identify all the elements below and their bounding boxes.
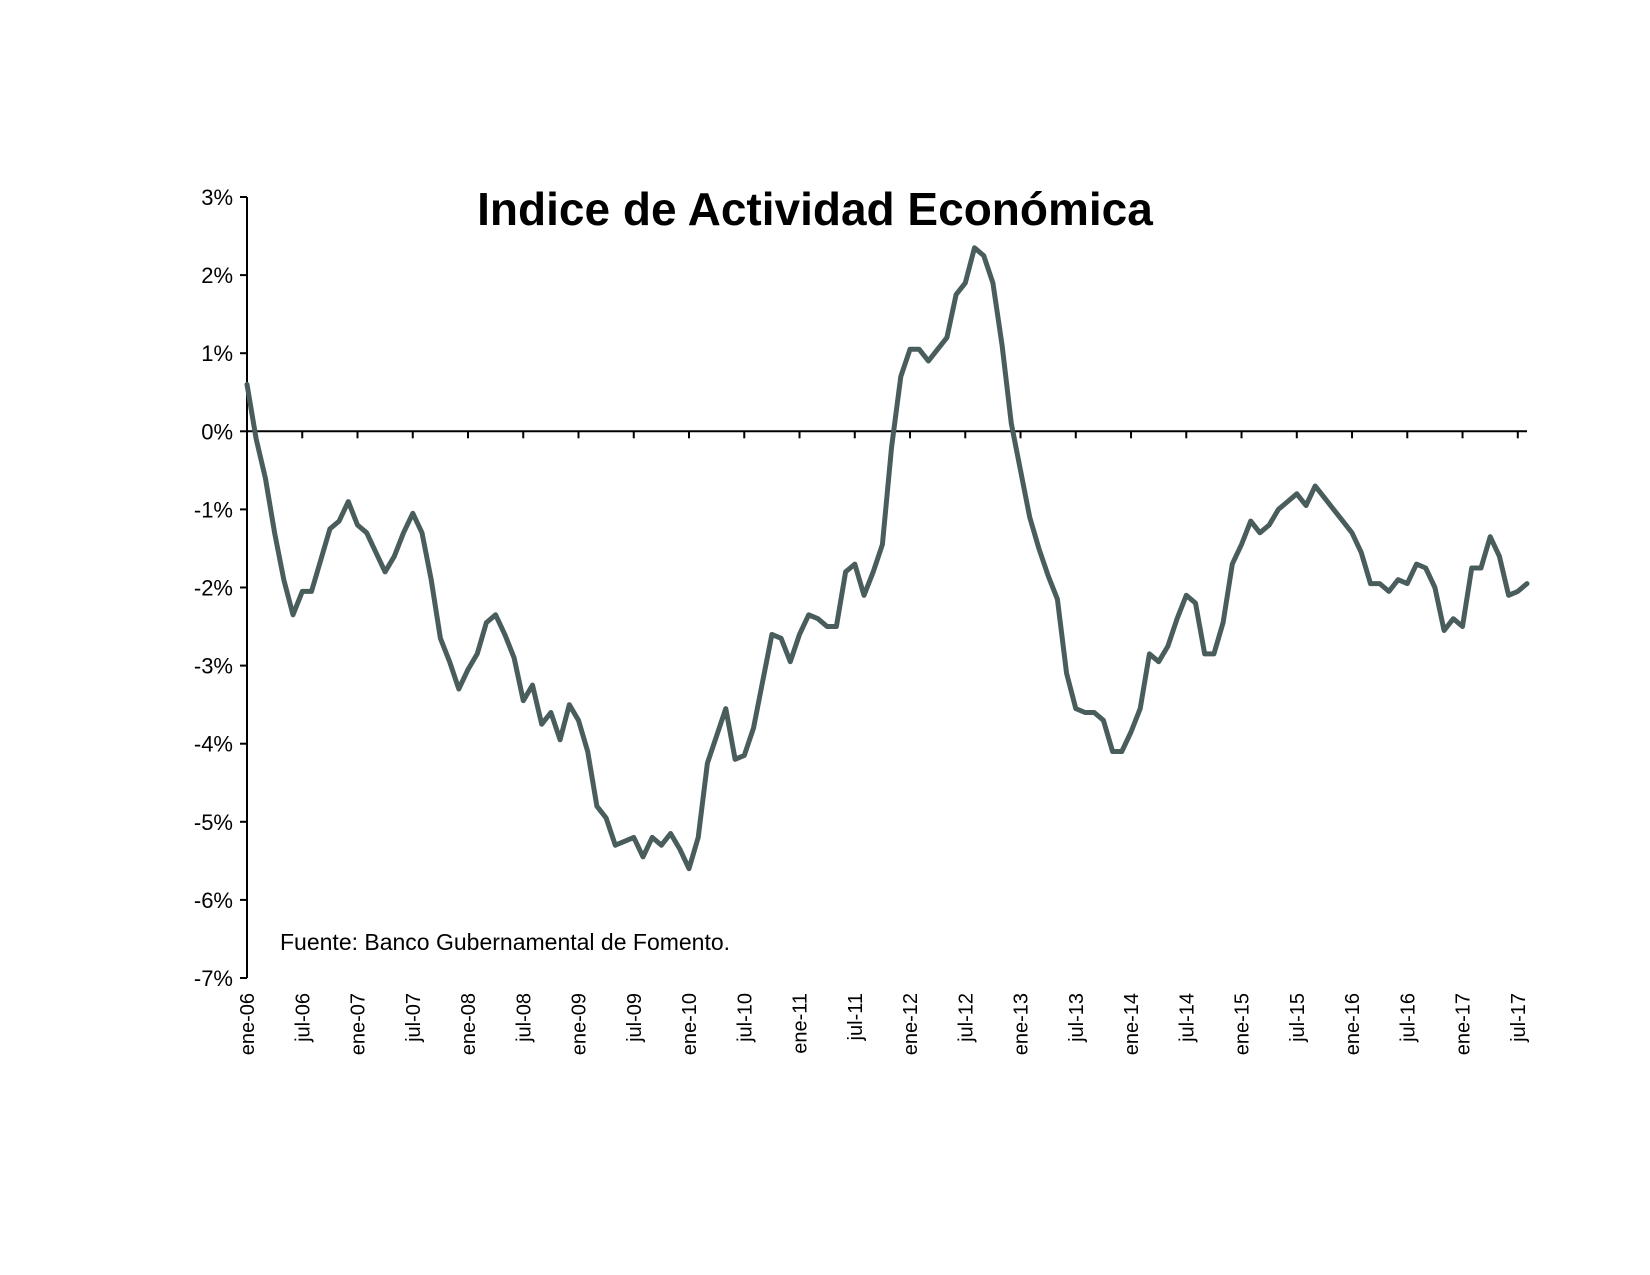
y-tick-label: 2% [201, 263, 233, 288]
y-tick-label: -5% [194, 810, 233, 835]
x-tick-label: ene-08 [458, 993, 480, 1055]
chart-title: Indice de Actividad Económica [477, 183, 1153, 235]
x-tick-label: jul-17 [1508, 993, 1530, 1043]
series-line [244, 245, 1530, 872]
x-tick-label: ene-17 [1453, 993, 1475, 1055]
y-axis: 3% 2% 1% 0% -1% -2% -3% -4% -5% -6% -7% [194, 185, 248, 991]
x-tick-label: jul-11 [845, 993, 867, 1041]
x-tick-label: ene-10 [679, 993, 701, 1055]
y-tick-label: 0% [201, 419, 233, 444]
x-tick-label: ene-09 [569, 993, 591, 1055]
y-tick-label: -1% [194, 497, 233, 522]
x-tick-label: ene-13 [1011, 993, 1033, 1055]
x-tick-label: jul-14 [1176, 993, 1198, 1043]
x-tick-label: jul-16 [1397, 993, 1419, 1043]
x-tick-label: jul-08 [513, 993, 535, 1043]
x-tick-label: ene-07 [348, 993, 370, 1055]
source-note: Fuente: Banco Gubernamental de Fomento. [280, 929, 730, 955]
x-tick-label: ene-12 [900, 993, 922, 1055]
x-tick-label: jul-09 [624, 993, 646, 1043]
x-tick-label: jul-07 [403, 993, 425, 1043]
x-tick-label: jul-13 [1066, 993, 1088, 1043]
x-tick-label: ene-11 [790, 993, 812, 1054]
y-tick-label: 3% [201, 185, 233, 210]
x-tick-label: ene-16 [1342, 993, 1364, 1055]
y-tick-label: -3% [194, 654, 233, 679]
y-tick-label: -2% [194, 576, 233, 601]
x-axis: ene-06 jul-06 ene-07 jul-07 ene-08 jul-08 ene-… [237, 430, 1530, 1055]
x-tick-label: jul-10 [734, 993, 756, 1043]
x-tick-label: ene-15 [1232, 993, 1254, 1055]
x-tick-label: jul-06 [292, 993, 314, 1043]
series-group [244, 245, 1530, 872]
x-tick-label: ene-14 [1121, 993, 1143, 1055]
x-tick-label: jul-12 [955, 993, 977, 1043]
y-tick-label: -7% [194, 966, 233, 991]
y-tick-label: -6% [194, 888, 233, 913]
y-tick-label: 1% [201, 341, 233, 366]
y-tick-label: -4% [194, 732, 233, 757]
x-tick-label: ene-06 [237, 993, 259, 1055]
x-tick-label: jul-15 [1287, 993, 1309, 1043]
